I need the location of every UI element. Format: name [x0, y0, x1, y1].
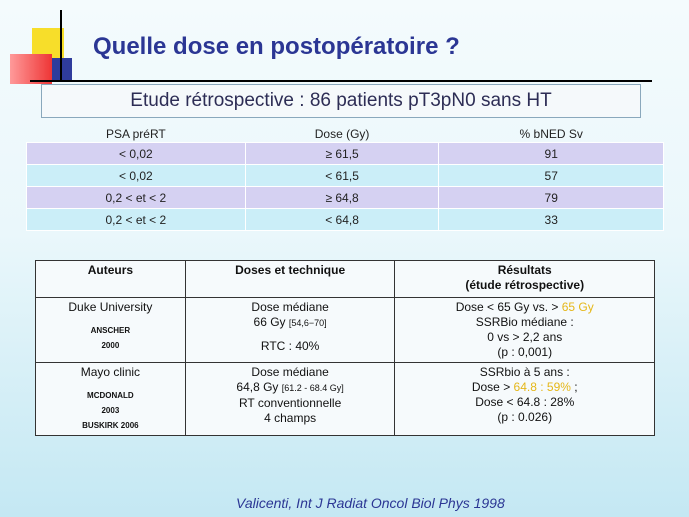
table-row: Mayo clinic MCDONALD 2003 BUSKIRK 2006 D…: [35, 362, 655, 436]
studies-table: Auteurs Doses et technique Résultats (ét…: [35, 260, 655, 436]
table-cell: < 0,02: [26, 142, 246, 165]
column-header: Dose (Gy): [314, 126, 370, 141]
table-header-row: PSA préRT Dose (Gy) % bNED Sv: [27, 125, 664, 143]
header-line: (étude rétrospective): [465, 278, 585, 292]
column-header: % bNED Sv: [519, 126, 583, 141]
reference: 2003: [101, 406, 120, 415]
result-cell: SSRbio à 5 ans : Dose > 64.8 : 59% ; Dos…: [394, 362, 655, 436]
column-header: PSA préRT: [105, 126, 166, 141]
table-cell: < 64,8: [244, 208, 440, 231]
red-square: [10, 54, 52, 84]
table-header-row: Auteurs Doses et technique Résultats (ét…: [35, 260, 655, 298]
author-cell: Duke University ANSCHER 2000: [35, 297, 186, 363]
result-line: (p : 0,001): [497, 345, 553, 359]
author-name: Duke University: [68, 300, 153, 314]
table-row: < 0,02 ≥ 61,5 91: [26, 142, 664, 165]
citation: Valicenti, Int J Radiat Oncol Biol Phys …: [236, 495, 505, 511]
column-header: Auteurs: [35, 260, 186, 298]
table-cell: 0,2 < et < 2: [26, 186, 246, 209]
highlight-value: 65 Gy: [561, 300, 594, 314]
subtitle-box: Etude rétrospective : 86 patients pT3pN0…: [41, 84, 641, 118]
psa-dose-table: PSA préRT Dose (Gy) % bNED Sv < 0,02 ≥ 6…: [26, 125, 664, 231]
reference: MCDONALD: [87, 391, 134, 400]
dose-extra: RT conventionnelle: [238, 396, 342, 410]
result-line: Dose < 65 Gy vs. > 65 Gy: [455, 300, 594, 314]
table-cell: 57: [438, 164, 664, 187]
column-header: Doses et technique: [184, 260, 396, 298]
reference: 2000: [101, 341, 120, 350]
yellow-square: [32, 28, 64, 58]
dose-extra: 4 champs: [264, 411, 317, 425]
result-line: (p : 0.026): [497, 410, 553, 424]
table-cell: < 61,5: [244, 164, 440, 187]
reference: BUSKIRK 2006: [82, 421, 139, 430]
table-cell: < 0,02: [26, 164, 246, 187]
table-row: 0,2 < et < 2 < 64,8 33: [26, 208, 664, 231]
table-row: 0,2 < et < 2 ≥ 64,8 79: [26, 186, 664, 209]
table-row: Duke University ANSCHER 2000 Dose médian…: [35, 297, 655, 363]
dose-cell: Dose médiane 66 Gy [54,6−70] RTC : 40%: [184, 297, 396, 363]
result-cell: Dose < 65 Gy vs. > 65 Gy SSRBio médiane …: [394, 297, 655, 363]
dose-extra: RTC : 40%: [260, 339, 320, 353]
author-name: Mayo clinic: [80, 365, 141, 379]
page-title: Quelle dose en postopératoire ?: [93, 33, 460, 60]
dose-value-line: 66 Gy [54,6−70]: [253, 315, 327, 329]
table-row: < 0,02 < 61,5 57: [26, 164, 664, 187]
result-line: SSRBio médiane :: [475, 315, 574, 329]
table-cell: 91: [438, 142, 664, 165]
table-cell: 0,2 < et < 2: [26, 208, 246, 231]
result-line: Dose > 64.8 : 59% ;: [471, 380, 578, 394]
dose-label: Dose médiane: [251, 365, 329, 379]
author-cell: Mayo clinic MCDONALD 2003 BUSKIRK 2006: [35, 362, 186, 436]
table-cell: ≥ 64,8: [244, 186, 440, 209]
title-underline: [30, 80, 652, 82]
dose-cell: Dose médiane 64,8 Gy [61.2 - 68.4 Gy] RT…: [184, 362, 396, 436]
dose-value-line: 64,8 Gy [61.2 - 68.4 Gy]: [236, 380, 344, 394]
dose-range: [54,6−70]: [288, 318, 327, 328]
result-line: SSRbio à 5 ans :: [479, 365, 570, 379]
table-cell: 79: [438, 186, 664, 209]
highlight-value: 64.8 : 59%: [513, 380, 571, 394]
reference: ANSCHER: [90, 326, 131, 335]
result-line: Dose < 64.8 : 28%: [475, 395, 575, 409]
result-line: 0 vs > 2,2 ans: [487, 330, 563, 344]
decorative-logo: [0, 0, 80, 90]
table-cell: 33: [438, 208, 664, 231]
column-header: Résultats (étude rétrospective): [394, 260, 655, 298]
dose-range: [61.2 - 68.4 Gy]: [281, 383, 344, 393]
header-line: Résultats: [497, 263, 552, 277]
dose-label: Dose médiane: [251, 300, 329, 314]
table-cell: ≥ 61,5: [244, 142, 440, 165]
decorative-vertical-line: [60, 10, 62, 82]
